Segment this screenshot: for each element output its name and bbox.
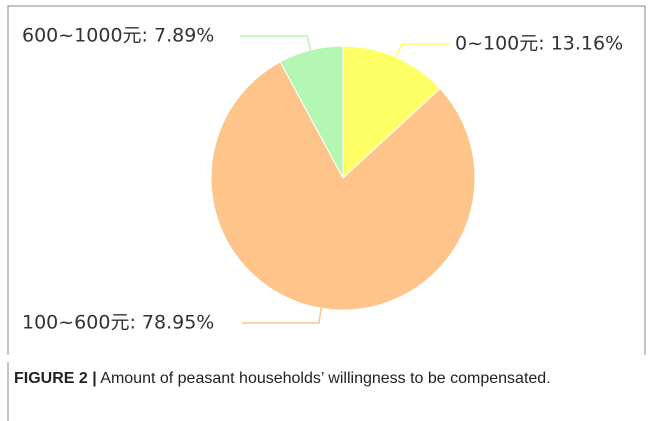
slice	[342, 45, 441, 180]
caption-label: FIGURE 2 |	[14, 370, 97, 387]
slice-label: 100~600元: 78.95%	[22, 312, 214, 334]
slice-label: 0~100元: 13.16%	[455, 33, 623, 55]
caption-text: Amount of peasant households’ willingnes…	[100, 370, 551, 387]
slice	[279, 45, 344, 179]
leader-line	[395, 43, 450, 58]
leader-line	[240, 35, 312, 51]
leader-line	[242, 308, 322, 324]
slice-label: 600~1000元: 7.89%	[22, 25, 214, 47]
frame	[7, 5, 646, 355]
caption: FIGURE 2 | Amount of peasant households’…	[14, 367, 554, 390]
slice	[210, 61, 476, 311]
